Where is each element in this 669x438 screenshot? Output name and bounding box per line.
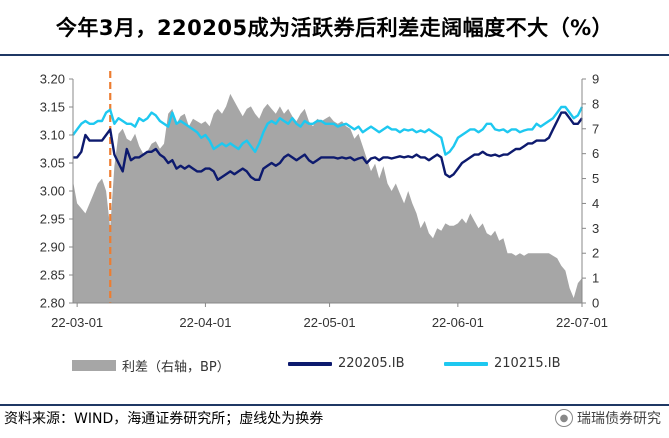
- watermark-text: 瑞瑞债券研究: [577, 411, 661, 427]
- x-tick-label: 22-07-01: [556, 315, 608, 330]
- axes-layer: [69, 78, 586, 307]
- y-right-tick-label: 8: [592, 96, 599, 111]
- y-right-tick-label: 2: [592, 246, 599, 261]
- chart-canvas: 3.20 3.15 3.10 3.05 3.00 2.95 2.90 2.85 2.80 9 8 7 6…: [40, 71, 608, 331]
- x-tick-label: 22-05-01: [304, 315, 356, 330]
- x-tick-label: 22-03-01: [51, 315, 103, 330]
- x-tick-label: 22-06-01: [432, 315, 484, 330]
- x-tick-label: 22-04-01: [179, 315, 231, 330]
- legend-swatch-210215: [444, 361, 488, 366]
- y-left-tick-label: 2.90: [40, 240, 65, 255]
- bond-lines-layer: [72, 71, 584, 303]
- y-right-tick-label: 4: [592, 196, 599, 211]
- legend-item-210215: 210215.IB: [444, 356, 561, 371]
- y-left-tick-label: 3.10: [40, 128, 65, 143]
- header-rule: [0, 54, 669, 56]
- legend-label-spread: 利差（右轴，BP）: [122, 360, 230, 375]
- footer-rule: [0, 404, 669, 406]
- watermark: ● 瑞瑞债券研究: [555, 408, 661, 428]
- legend-label-220205: 220205.IB: [338, 356, 405, 371]
- spread-area-layer: [73, 93, 582, 304]
- y-right-tick-label: 1: [592, 271, 599, 286]
- y-right-tick-label: 9: [592, 72, 599, 87]
- y-left-tick-label: 2.80: [40, 296, 65, 311]
- line-210215: [72, 105, 584, 156]
- legend-item-spread: 利差（右轴，BP）: [72, 356, 230, 375]
- y-left-tick-label: 2.95: [40, 212, 65, 227]
- spread-area: [73, 93, 582, 304]
- y-left-tick-label: 3.20: [40, 72, 65, 87]
- y-right-tick-label: 0: [592, 296, 599, 311]
- y-left-tick-label: 3.00: [40, 184, 65, 199]
- chart-title: 今年3月，220205成为活跃券后利差走阔幅度不大（%）: [55, 16, 614, 40]
- y-right-tick-label: 6: [592, 146, 599, 161]
- y-left-tick-label: 3.05: [40, 156, 65, 171]
- legend-swatch-220205: [288, 361, 332, 366]
- line-220205: [73, 111, 583, 182]
- source-note: 资料来源：WIND，海通证券研究所；虚线处为换券: [4, 411, 324, 427]
- legend-item-220205: 220205.IB: [288, 356, 405, 371]
- legend-swatch-spread: [72, 360, 116, 371]
- y-right-tick-label: 7: [592, 121, 599, 136]
- y-right-tick-label: 3: [592, 221, 599, 236]
- legend-label-210215: 210215.IB: [494, 356, 561, 371]
- y-left-tick-label: 3.15: [40, 100, 65, 115]
- legend: 利差（右轴，BP） 220205.IB 210215.IB: [0, 356, 669, 376]
- wechat-icon: ●: [555, 409, 573, 427]
- title-bar: 今年3月，220205成为活跃券后利差走阔幅度不大（%）: [0, 0, 669, 54]
- y-left-tick-label: 2.85: [40, 268, 65, 283]
- tick-labels-layer: 3.20 3.15 3.10 3.05 3.00 2.95 2.90 2.85 2.80 9 8 7 6…: [40, 72, 608, 331]
- y-right-tick-label: 5: [592, 171, 599, 186]
